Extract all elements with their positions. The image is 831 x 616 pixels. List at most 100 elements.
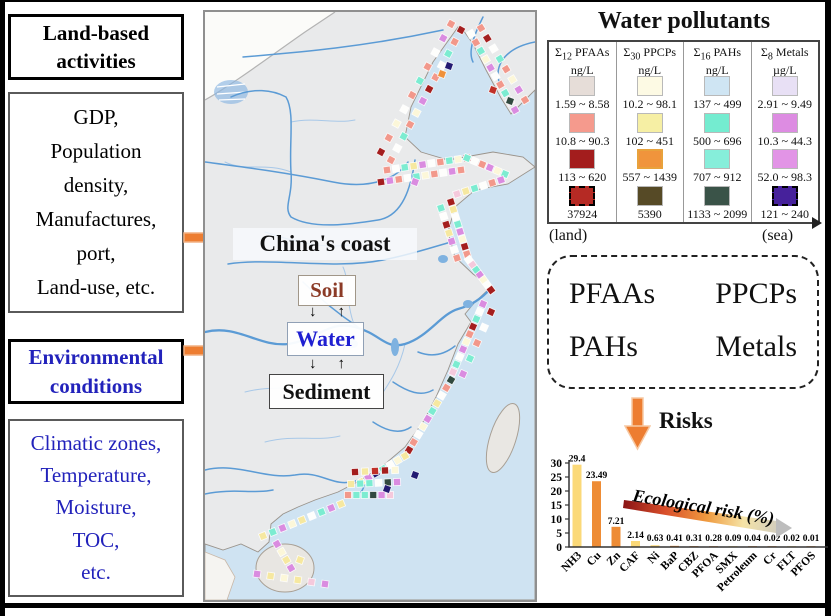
legend-row: 500 ~ 696 [693, 112, 742, 150]
legend-row: 10.3 ~ 44.3 [758, 112, 812, 150]
down-arrow-icon [624, 397, 651, 451]
up-arrow-icon: ↑ [337, 356, 346, 372]
legend-range-label: 2.91 ~ 9.49 [757, 97, 813, 111]
legend-range-label: 500 ~ 696 [693, 133, 742, 148]
risk-arrow-head-icon [776, 518, 792, 538]
svg-text:0.04: 0.04 [744, 534, 761, 544]
legend-range-label: 707 ~ 912 [693, 170, 742, 184]
lake [214, 80, 248, 104]
legend-row: 10.2 ~ 98.1 [622, 76, 678, 113]
soil-label: Soil [310, 278, 344, 302]
legend-range-label: 5390 [637, 206, 662, 221]
ecological-risk-annotation: Ecological risk (%) [630, 485, 775, 529]
legend-row: 37924 [567, 185, 598, 223]
legend-swatch [704, 185, 731, 206]
legend-range-label: 137 ~ 499 [693, 97, 742, 111]
svg-text:0.31: 0.31 [686, 534, 703, 544]
box-line: Population [50, 138, 142, 163]
legend-range-label: 37924 [567, 206, 598, 221]
pollutant-classes-box: PFAAs PPCPs PAHs Metals [547, 255, 819, 389]
map-graphic [205, 12, 535, 600]
legend-column-header: Σ30 PPCPs ng/L [623, 45, 677, 78]
risk-gradient-arrow [623, 500, 777, 533]
legend-range-label: 1.59 ~ 8.58 [555, 97, 610, 111]
climatic-factors-box: Climatic zones, Temperature, Moisture, TOC,… [8, 419, 184, 597]
taiwan-island [485, 403, 521, 473]
svg-text:CAF: CAF [617, 550, 642, 575]
svg-text:Cu: Cu [585, 549, 604, 568]
map-title: China's coast [233, 228, 417, 260]
legend-row: 121 ~ 240 [760, 185, 810, 223]
box-line: Climatic zones, [30, 430, 162, 455]
land-gradient-label: (land) [549, 227, 588, 244]
yangtze-river [205, 287, 492, 347]
soil-box: Soil [298, 275, 356, 306]
legend-swatch [771, 185, 798, 206]
page-border-bottom [0, 603, 831, 608]
legend-range-label: 121 ~ 240 [760, 206, 810, 221]
legend-range-label: 10.8 ~ 90.3 [555, 133, 610, 148]
legend-column-ppcps: Σ30 PPCPs ng/L 10.2 ~ 98.1 102 ~ 451 557 ~ 1… [617, 42, 684, 223]
sea-gradient-label: (sea) [762, 227, 794, 244]
soil-water-exchange-arrows: ↓ ↑ [309, 305, 345, 321]
box-line: TOC, [72, 527, 120, 552]
page-border-right [825, 0, 831, 616]
legend-column-header: Σ8 Metals µg/L [760, 45, 809, 78]
water-label: Water [296, 326, 355, 351]
svg-text:29.4: 29.4 [569, 455, 586, 465]
svg-text:7.21: 7.21 [608, 517, 625, 527]
svg-text:0.09: 0.09 [725, 534, 742, 544]
legend-swatch [636, 185, 663, 206]
legend-column-pahs: Σ16 PAHs ng/L 137 ~ 499 500 ~ 696 707 ~ 912 1… [684, 42, 752, 222]
legend-column-pfaas: Σ12 PFAAs ng/L 1.59 ~ 8.58 10.8 ~ 90.3 113 ~… [549, 42, 617, 222]
legend-swatch [636, 112, 663, 133]
pollutant-legend: Σ12 PFAAs ng/L 1.59 ~ 8.58 10.8 ~ 90.3 113 ~… [547, 40, 820, 224]
box-line: density, [63, 172, 129, 197]
svg-text:0.28: 0.28 [705, 534, 722, 544]
legend-swatch [569, 112, 596, 133]
svg-text:15: 15 [551, 500, 563, 512]
map-outside-region [205, 12, 335, 100]
pollutant-metals: Metals [715, 329, 797, 363]
legend-swatch [636, 149, 663, 169]
svg-text:5: 5 [556, 528, 562, 540]
legend-swatch [569, 76, 596, 96]
box-line: port, [76, 241, 116, 266]
land-to-sea-arrow-icon [812, 217, 822, 229]
box-line: Land-use, etc. [36, 275, 156, 300]
box-line: GDP, [73, 104, 119, 129]
water-box: Water [287, 322, 364, 356]
svg-text:0.02: 0.02 [764, 534, 781, 544]
land-based-activities-box: Land-based activities [8, 14, 184, 80]
box-line: Environmental [28, 345, 164, 370]
water-sediment-exchange-arrows: ↓ ↑ [309, 357, 345, 373]
legend-swatch [704, 112, 731, 133]
legend-row: 10.8 ~ 90.3 [555, 112, 610, 150]
box-line: activities [56, 49, 136, 73]
legend-swatch [636, 76, 663, 96]
map-foreign-land [205, 551, 236, 600]
legend-swatch [771, 76, 798, 96]
svg-text:10: 10 [551, 514, 563, 526]
legend-row: 113 ~ 620 [558, 149, 606, 186]
risks-label: Risks [659, 408, 713, 433]
legend-range-label: 10.2 ~ 98.1 [622, 97, 678, 111]
china-coast-map: China's coast Soil ↓ ↑ Water ↓ ↑ Sedimen… [203, 10, 537, 602]
svg-text:0.41: 0.41 [666, 534, 683, 544]
legend-row: 1.59 ~ 8.58 [555, 76, 610, 113]
svg-text:0.01: 0.01 [803, 534, 820, 544]
svg-text:0: 0 [556, 542, 562, 554]
legend-row: 5390 [636, 185, 663, 223]
legend-range-label: 1133 ~ 2099 [687, 206, 748, 221]
svg-text:30: 30 [551, 458, 563, 470]
legend-row: 102 ~ 451 [626, 112, 674, 150]
anthropogenic-factors-box: GDP, Population density, Manufactures, port,… [8, 92, 184, 313]
svg-text:23.49: 23.49 [586, 471, 608, 481]
svg-text:0.02: 0.02 [783, 534, 800, 544]
box-line: etc. [81, 560, 111, 585]
legend-row: 137 ~ 499 [693, 76, 742, 113]
legend-swatch [704, 149, 731, 169]
